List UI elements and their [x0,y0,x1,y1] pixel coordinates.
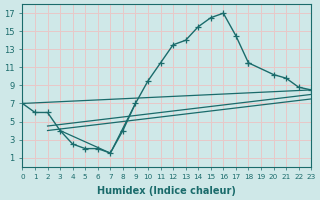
X-axis label: Humidex (Indice chaleur): Humidex (Indice chaleur) [97,186,236,196]
